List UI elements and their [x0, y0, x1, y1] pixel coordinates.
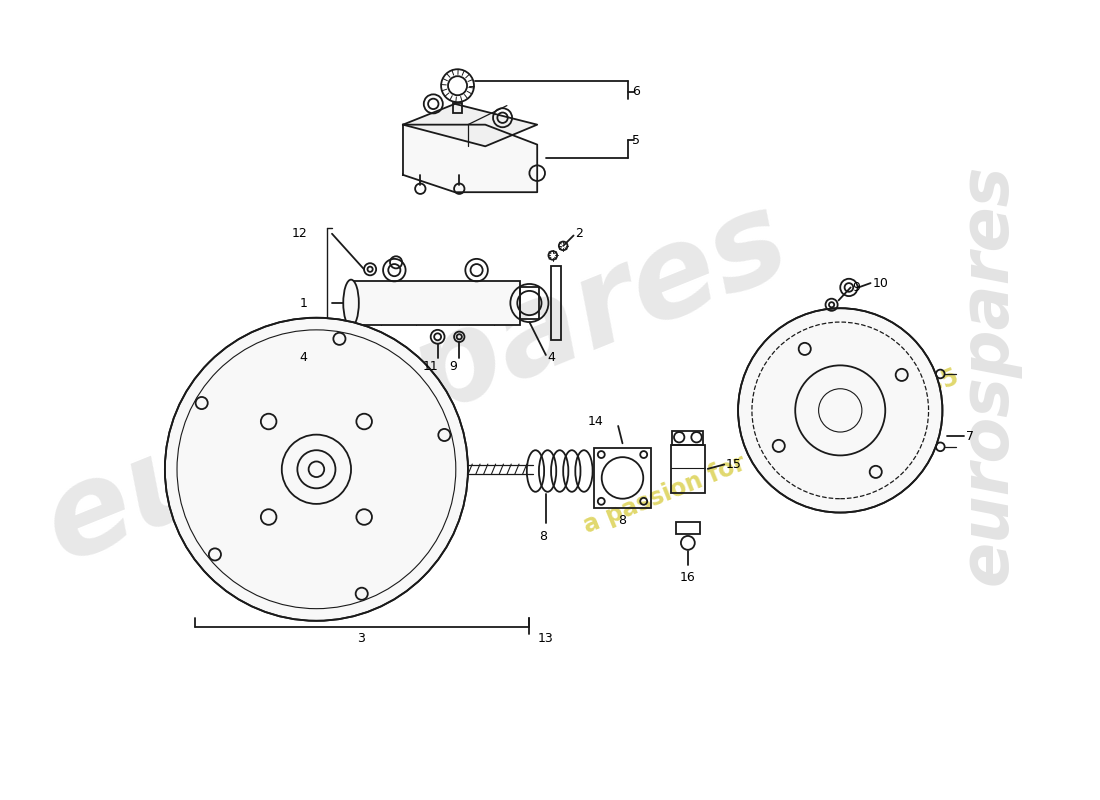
Text: eurospares: eurospares — [28, 178, 805, 586]
Text: 4: 4 — [300, 351, 308, 364]
Text: 12: 12 — [292, 227, 308, 240]
Text: 11: 11 — [422, 360, 439, 373]
Text: 8: 8 — [618, 514, 627, 527]
Text: 8: 8 — [539, 530, 548, 543]
Bar — [551, 266, 561, 340]
Text: 7: 7 — [966, 430, 974, 443]
Text: 15: 15 — [726, 458, 741, 471]
Text: 4: 4 — [548, 351, 556, 364]
Bar — [453, 103, 462, 113]
Circle shape — [738, 308, 943, 513]
Text: 13: 13 — [537, 633, 553, 646]
Bar — [672, 431, 703, 445]
Text: 2: 2 — [575, 227, 583, 240]
Bar — [520, 286, 539, 319]
Bar — [351, 282, 520, 325]
Text: a passion for parts since 1985: a passion for parts since 1985 — [580, 366, 962, 538]
Text: 9: 9 — [449, 360, 458, 373]
Bar — [594, 448, 650, 508]
Text: 14: 14 — [587, 415, 604, 428]
Text: 3: 3 — [358, 633, 365, 646]
Text: 6: 6 — [632, 86, 640, 98]
Text: 5: 5 — [632, 134, 640, 146]
Bar — [675, 522, 700, 534]
Text: eurospares: eurospares — [955, 163, 1021, 585]
Text: 16: 16 — [680, 570, 695, 583]
Bar — [671, 445, 705, 493]
Text: 10: 10 — [872, 277, 888, 290]
Ellipse shape — [343, 280, 359, 326]
Text: 9: 9 — [852, 281, 860, 294]
Polygon shape — [403, 104, 537, 146]
Text: 1: 1 — [300, 297, 308, 310]
Circle shape — [165, 318, 468, 621]
Polygon shape — [403, 125, 537, 192]
